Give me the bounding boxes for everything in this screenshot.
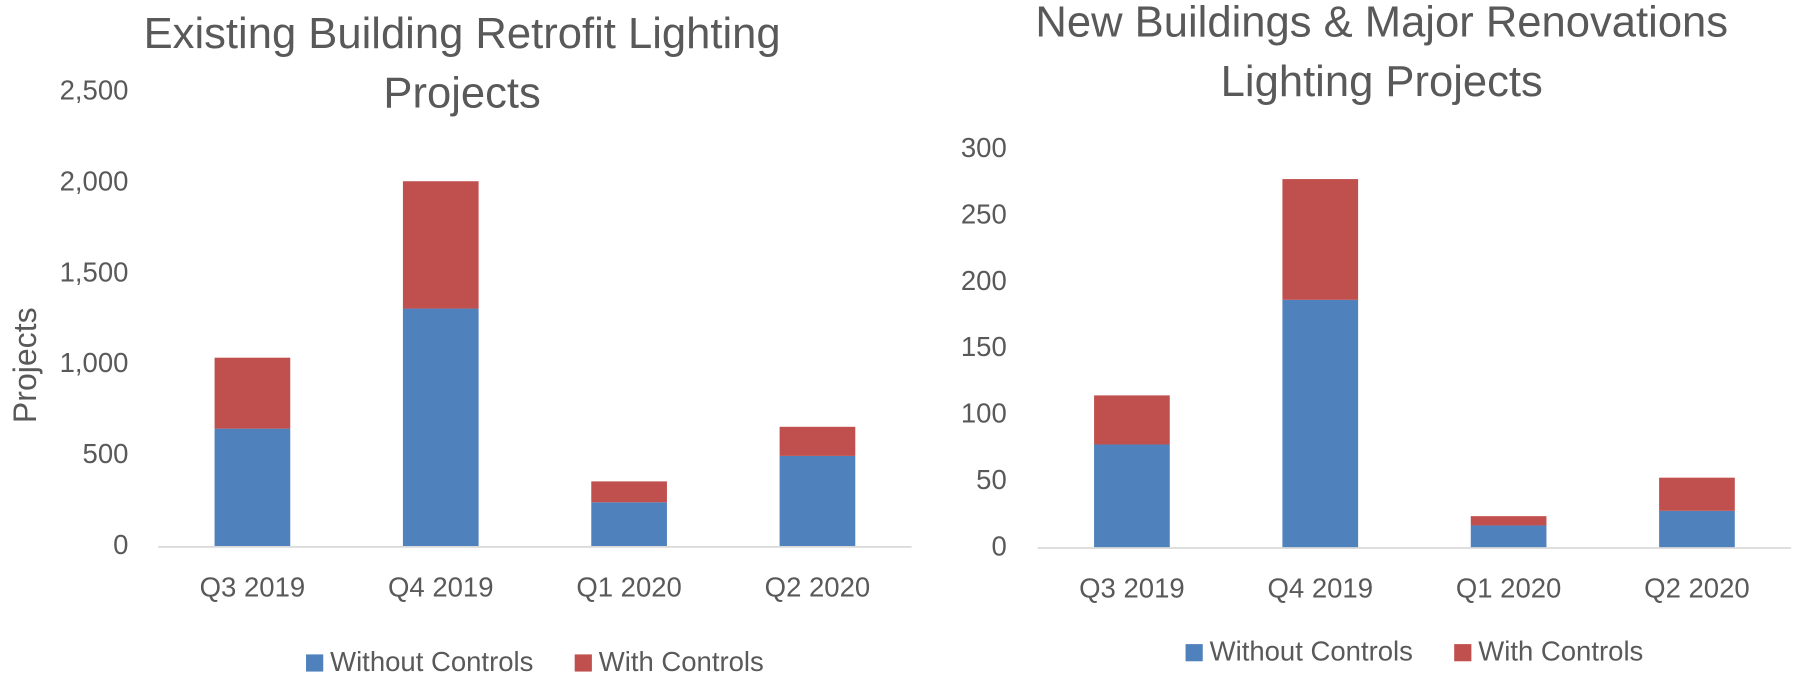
- x-tick-label: Q1 2020: [1456, 573, 1562, 604]
- bar: [214, 428, 291, 547]
- bar: [1659, 477, 1735, 511]
- chart-title: Existing Building Retrofit Lighting Proj…: [143, 10, 781, 118]
- bar: [779, 455, 856, 547]
- bar: [1094, 444, 1170, 549]
- bar: [1470, 525, 1547, 549]
- x-tick-label: Q3 2019: [200, 571, 306, 602]
- x-tick-label: Q2 2020: [765, 571, 871, 602]
- bar: [591, 502, 667, 547]
- bar: [779, 426, 856, 456]
- legend-label: With Controls: [1478, 636, 1643, 667]
- y-tick-label: 150: [961, 331, 1007, 362]
- legend-label: Without Controls: [330, 646, 533, 675]
- y-tick-label: 1,000: [60, 347, 129, 378]
- x-tick-label: Q1 2020: [576, 571, 682, 602]
- x-tick-label: Q3 2019: [1079, 573, 1185, 604]
- y-tick-label: 100: [961, 398, 1007, 429]
- bar: [1094, 395, 1170, 445]
- legend-label: Without Controls: [1210, 636, 1413, 667]
- x-tick-label: Q4 2019: [1268, 573, 1374, 604]
- x-tick-label: Q4 2019: [388, 571, 494, 602]
- y-tick-label: 200: [961, 265, 1007, 296]
- y-tick-label: 0: [991, 530, 1006, 561]
- bar: [402, 181, 479, 309]
- y-tick-label: 50: [976, 464, 1007, 495]
- bar: [591, 481, 667, 503]
- y-tick-label: 1,500: [60, 256, 129, 287]
- y-axis-label: Projects: [7, 307, 43, 423]
- bar: [1282, 299, 1359, 549]
- y-tick-label: 500: [83, 438, 129, 469]
- bar: [1470, 516, 1547, 526]
- y-tick-label: 0: [113, 529, 128, 560]
- chart-title: New Buildings & Major Renovations Lighti…: [1035, 0, 1729, 107]
- y-tick-label: 300: [961, 132, 1007, 163]
- y-tick-label: 2,500: [60, 74, 129, 105]
- x-tick-label: Q2 2020: [1644, 573, 1750, 604]
- y-tick-label: 250: [961, 199, 1007, 230]
- bar: [1282, 179, 1359, 300]
- chart-title-box: New Buildings & Major Renovations Lighti…: [1035, 0, 1729, 107]
- legend: Without Controls With Controls: [1185, 636, 1643, 667]
- legend-swatch: [306, 654, 324, 672]
- chart-title-box: Existing Building Retrofit Lighting Proj…: [143, 10, 781, 118]
- legend-label: With Controls: [599, 646, 764, 675]
- bar: [214, 357, 291, 429]
- legend-swatch: [1454, 644, 1472, 662]
- legend-swatch: [1185, 644, 1203, 662]
- bar: [402, 308, 479, 547]
- legend: Without Controls With Controls: [306, 646, 764, 675]
- legend-swatch: [574, 654, 592, 672]
- y-tick-label: 2,000: [60, 165, 129, 196]
- bar: [1659, 510, 1735, 549]
